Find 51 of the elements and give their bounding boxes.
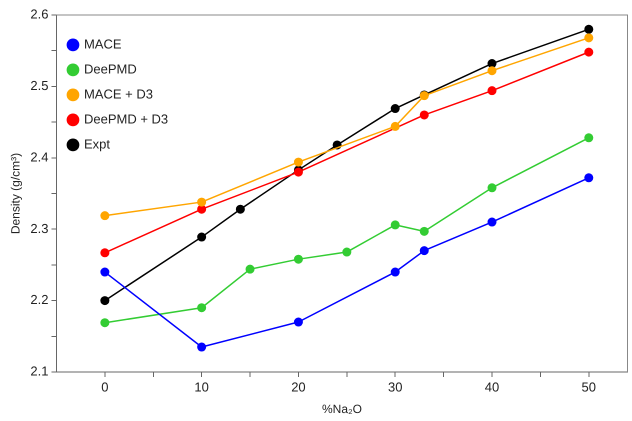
- point: [246, 264, 255, 274]
- point: [488, 66, 496, 76]
- point: [584, 48, 594, 57]
- point: [390, 268, 400, 277]
- point: [100, 248, 110, 258]
- legend-label: DeePMD: [84, 61, 137, 76]
- point: [390, 104, 400, 114]
- x-tick-label: 0: [101, 379, 108, 394]
- y-axis-title: Density (g/cm³): [8, 152, 23, 234]
- point: [100, 318, 110, 328]
- point: [420, 246, 429, 256]
- y-tick-label: 2.5: [30, 78, 48, 93]
- point: [420, 110, 429, 120]
- x-tick-label: 50: [582, 379, 596, 394]
- point: [488, 218, 496, 227]
- legend-label: MACE: [84, 36, 122, 52]
- x-tick-label: 20: [291, 379, 306, 394]
- point: [342, 248, 352, 257]
- point: [197, 232, 206, 242]
- point: [197, 303, 206, 312]
- y-tick-label: 2.6: [30, 6, 48, 22]
- point: [100, 211, 110, 220]
- point: [294, 168, 303, 177]
- point: [584, 33, 594, 42]
- point: [488, 183, 496, 192]
- point: [390, 122, 400, 131]
- x-axis-title: %Na₂O: [322, 402, 362, 416]
- y-tick-label: 2.4: [30, 149, 48, 164]
- point: [197, 342, 206, 352]
- point: [294, 158, 303, 167]
- y-tick-label: 2.2: [30, 292, 48, 308]
- point: [390, 220, 400, 230]
- point: [488, 86, 496, 96]
- point: [584, 173, 594, 182]
- point: [294, 254, 303, 264]
- point: [197, 198, 206, 207]
- x-tick-label: 40: [484, 379, 500, 394]
- legend-label: Expt: [84, 136, 110, 152]
- y-tick-label: 2.1: [30, 364, 48, 379]
- point: [420, 226, 429, 236]
- y-tick-label: 2.3: [30, 220, 48, 236]
- point: [100, 296, 110, 306]
- legend-label: DeePMD + D3: [84, 111, 168, 126]
- point: [236, 204, 245, 214]
- x-tick-label: 10: [194, 379, 209, 394]
- point: [584, 24, 594, 34]
- legend-label: MACE + D3: [84, 86, 153, 102]
- x-tick-label: 30: [388, 379, 402, 394]
- point: [100, 268, 110, 277]
- point: [584, 133, 594, 142]
- point: [294, 318, 303, 327]
